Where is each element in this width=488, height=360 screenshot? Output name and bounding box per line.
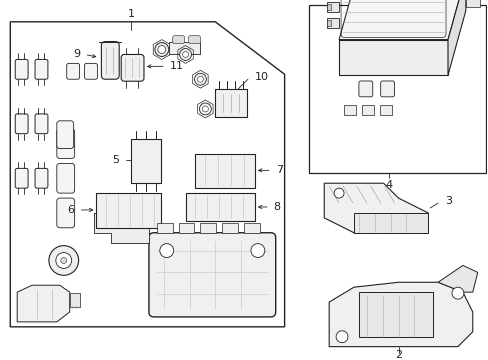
Polygon shape (324, 183, 427, 233)
FancyBboxPatch shape (35, 114, 48, 134)
Circle shape (182, 51, 188, 58)
Bar (195, 153, 254, 188)
Polygon shape (353, 213, 427, 233)
Bar (326, 2, 338, 12)
FancyBboxPatch shape (57, 121, 74, 149)
FancyBboxPatch shape (57, 163, 75, 193)
Bar (178, 223, 194, 233)
Circle shape (155, 42, 168, 57)
Polygon shape (447, 0, 465, 75)
Text: 8: 8 (273, 202, 280, 212)
Bar (222, 223, 238, 233)
FancyBboxPatch shape (15, 114, 28, 134)
Polygon shape (338, 0, 465, 40)
Bar (244, 223, 259, 233)
Circle shape (197, 76, 203, 82)
Text: 10: 10 (254, 72, 268, 82)
Text: 3: 3 (444, 196, 451, 206)
Text: 2: 2 (394, 350, 401, 360)
FancyBboxPatch shape (172, 36, 184, 44)
Circle shape (194, 73, 206, 85)
Bar (157, 223, 172, 233)
FancyBboxPatch shape (57, 198, 75, 228)
Text: 9: 9 (73, 49, 81, 59)
FancyBboxPatch shape (84, 63, 97, 79)
Bar (185, 193, 254, 221)
Bar (70, 293, 80, 307)
FancyBboxPatch shape (188, 36, 200, 44)
Circle shape (49, 246, 79, 275)
Circle shape (333, 188, 344, 198)
Bar (344, 105, 355, 114)
Text: 7: 7 (275, 165, 282, 175)
Bar (96, 193, 161, 228)
Bar (309, 5, 485, 173)
Bar (326, 20, 330, 26)
Bar (200, 223, 216, 233)
FancyBboxPatch shape (66, 63, 80, 79)
Bar (361, 105, 373, 114)
Circle shape (179, 49, 191, 60)
Circle shape (202, 106, 208, 112)
Bar (358, 292, 432, 337)
Bar (326, 4, 330, 10)
Text: 6: 6 (67, 205, 75, 215)
FancyBboxPatch shape (35, 168, 48, 188)
Circle shape (158, 46, 165, 54)
Circle shape (250, 244, 264, 257)
Bar (215, 89, 246, 117)
FancyBboxPatch shape (101, 42, 119, 79)
Polygon shape (17, 285, 70, 322)
Polygon shape (437, 265, 477, 292)
FancyBboxPatch shape (15, 168, 28, 188)
FancyBboxPatch shape (380, 81, 394, 97)
Circle shape (451, 287, 463, 299)
Text: 4: 4 (384, 180, 391, 190)
Text: 5: 5 (112, 156, 119, 166)
Polygon shape (94, 213, 149, 243)
FancyBboxPatch shape (149, 233, 275, 317)
Circle shape (61, 257, 66, 264)
Polygon shape (10, 22, 284, 327)
Circle shape (160, 244, 173, 257)
FancyBboxPatch shape (358, 81, 372, 97)
Text: 11: 11 (169, 61, 183, 71)
Circle shape (335, 331, 347, 343)
FancyBboxPatch shape (15, 59, 28, 79)
Bar (326, 18, 338, 28)
FancyBboxPatch shape (57, 129, 75, 158)
Bar (131, 139, 161, 183)
Text: 1: 1 (127, 9, 134, 19)
FancyBboxPatch shape (121, 54, 143, 81)
Circle shape (199, 103, 211, 115)
Polygon shape (328, 282, 472, 347)
FancyBboxPatch shape (35, 59, 48, 79)
Circle shape (56, 253, 72, 269)
Bar (465, 0, 479, 7)
Polygon shape (338, 40, 447, 75)
Bar (379, 105, 391, 114)
Polygon shape (168, 42, 200, 54)
